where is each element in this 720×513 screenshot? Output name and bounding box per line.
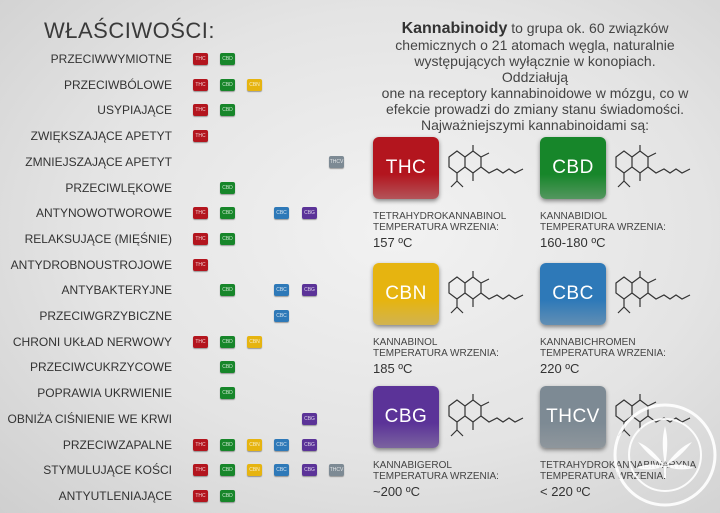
- chip-thc: THC: [193, 464, 208, 477]
- property-label: ANTYDROBNOUSTROJOWE: [10, 257, 172, 272]
- molecule-thc-icon: [448, 145, 524, 188]
- chip-cbd: CBD: [220, 361, 235, 374]
- temperature-label: TEMPERATURA WRZENIA:: [540, 471, 666, 482]
- intro-line: występujących wyłącznie w konopiach. Odd…: [414, 53, 656, 85]
- chip-cbd: CBD: [220, 104, 235, 117]
- cannabinoid-name: KANNABICHROMEN: [540, 337, 636, 348]
- cannabinoid-name: TETRAHYDROKANNABIWARYNA: [540, 460, 697, 471]
- chip-thc: THC: [193, 53, 208, 65]
- chip-cbc: CBC: [274, 438, 289, 451]
- chip-cbc: CBC: [274, 284, 289, 297]
- chip-cbn: CBN: [247, 335, 262, 348]
- property-label: ZMNIEJSZAJĄCE APETYT: [25, 154, 172, 169]
- property-label: PRZECIWBÓLOWE: [63, 77, 172, 92]
- temperature-value: ~200 ºC: [373, 484, 421, 499]
- growshop-stamp-icon: [613, 403, 717, 507]
- property-label: PRZECIWWYMIOTNE: [50, 52, 172, 66]
- chip-cbd: CBD: [220, 53, 235, 65]
- card-cbc: CBC: [540, 263, 606, 325]
- temperature-value: 157 ºC: [373, 235, 413, 250]
- chip-cbn: CBN: [247, 464, 262, 477]
- chip-thcv: THCV: [329, 464, 344, 477]
- property-label: CHRONI UKŁAD NERWOWY: [12, 334, 172, 349]
- chip-cbd: CBD: [220, 335, 235, 348]
- cannabinoid-name: KANNABINOL: [373, 337, 438, 348]
- intro-line: one na receptory kannabinoidowe w mózgu,…: [381, 85, 689, 101]
- chip-cbn: CBN: [247, 78, 262, 91]
- property-label: PRZECIWLĘKOWE: [65, 180, 172, 195]
- chip-thc: THC: [193, 104, 208, 117]
- properties-title: WŁAŚCIWOŚCI:: [44, 18, 216, 43]
- property-label: POPRAWIA UKRWIENIE: [37, 386, 172, 401]
- temperature-label: TEMPERATURA WRZENIA:: [373, 222, 499, 233]
- chip-thc: THC: [193, 489, 208, 502]
- chip-thc: THC: [193, 78, 208, 91]
- temperature-value: 220 ºC: [540, 361, 580, 376]
- chip-cbg: CBG: [302, 412, 317, 425]
- chip-cbg: CBG: [302, 207, 317, 220]
- chip-thc: THC: [193, 207, 208, 220]
- chip-cbc: CBC: [274, 207, 289, 220]
- chip-cbd: CBD: [220, 284, 235, 297]
- property-label: STYMULUJĄCE KOŚCI: [43, 463, 172, 478]
- chip-cbd: CBD: [220, 464, 235, 477]
- intro-text: Kannabinoidy to grupa ok. 60 związków ch…: [380, 20, 690, 133]
- property-label: RELAKSUJĄCE (MIĘŚNIE): [24, 231, 172, 246]
- molecule-cbc-icon: [615, 271, 691, 314]
- card-cbd: CBD: [540, 137, 606, 199]
- chip-cbg: CBG: [302, 284, 317, 297]
- cannabinoid-name: TETRAHYDROKANNABINOL: [373, 211, 507, 222]
- chip-thc: THC: [193, 335, 208, 348]
- molecule-cbn-icon: [448, 271, 524, 314]
- chip-cbc: CBC: [274, 464, 289, 477]
- temperature-value: 185 ºC: [373, 361, 413, 376]
- card-cbn: CBN: [373, 263, 439, 325]
- temperature-label: TEMPERATURA WRZENIA:: [540, 348, 666, 359]
- property-label: ANTYUTLENIAJĄCE: [58, 488, 172, 503]
- chip-thcv: THCV: [329, 155, 344, 168]
- temperature-value: 160-180 ºC: [540, 235, 606, 250]
- chip-thc: THC: [193, 438, 208, 451]
- chip-cbn: CBN: [247, 438, 262, 451]
- chip-cbd: CBD: [220, 181, 235, 194]
- chip-cbg: CBG: [302, 464, 317, 477]
- molecule-cbd-icon: [615, 145, 691, 188]
- chip-cbc: CBC: [274, 310, 289, 322]
- card-thcv: THCV: [540, 386, 606, 448]
- property-label: PRZECIWGRZYBICZNE: [39, 309, 172, 323]
- property-label: ZWIĘKSZAJĄCE APETYT: [30, 129, 172, 144]
- molecule-cbg-icon: [448, 394, 524, 437]
- property-label: OBNIŻA CIŚNIENIE WE KRWI: [7, 411, 172, 426]
- chip-cbd: CBD: [220, 207, 235, 220]
- property-label: PRZECIWCUKRZYCOWE: [30, 360, 172, 375]
- card-cbg: CBG: [373, 386, 439, 448]
- chip-cbd: CBD: [220, 489, 235, 502]
- chip-cbd: CBD: [220, 232, 235, 245]
- temperature-label: TEMPERATURA WRZENIA:: [373, 471, 499, 482]
- property-label: ANTYBAKTERYJNE: [61, 283, 172, 298]
- temperature-label: TEMPERATURA WRZENIA:: [540, 222, 666, 233]
- intro-line: to grupa ok. 60 związków: [511, 20, 669, 36]
- chip-cbd: CBD: [220, 387, 235, 400]
- card-thc: THC: [373, 137, 439, 199]
- chip-thc: THC: [193, 130, 208, 143]
- temperature-label: TEMPERATURA WRZENIA:: [373, 348, 499, 359]
- intro-line: efekcie prowadzi do zmiany stanu świadom…: [385, 101, 685, 117]
- intro-bold: Kannabinoidy: [401, 20, 508, 37]
- chip-thc: THC: [193, 258, 208, 271]
- cannabinoid-name: KANNABIGEROL: [373, 460, 452, 471]
- property-label: USYPIAJĄCE: [97, 103, 172, 118]
- property-label: ANTYNOWOTWOROWE: [36, 206, 172, 221]
- chip-thc: THC: [193, 232, 208, 245]
- cannabinoid-name: KANNABIDIOL: [540, 211, 608, 222]
- chip-cbd: CBD: [220, 438, 235, 451]
- intro-line: chemicznych o 21 atomach węgla, naturaln…: [395, 37, 675, 53]
- chip-cbg: CBG: [302, 438, 317, 451]
- chip-cbd: CBD: [220, 78, 235, 91]
- intro-line: Najważniejszymi kannabinoidami są:: [421, 117, 649, 133]
- temperature-value: < 220 ºC: [540, 484, 591, 499]
- property-label: PRZECIWZAPALNE: [62, 437, 172, 452]
